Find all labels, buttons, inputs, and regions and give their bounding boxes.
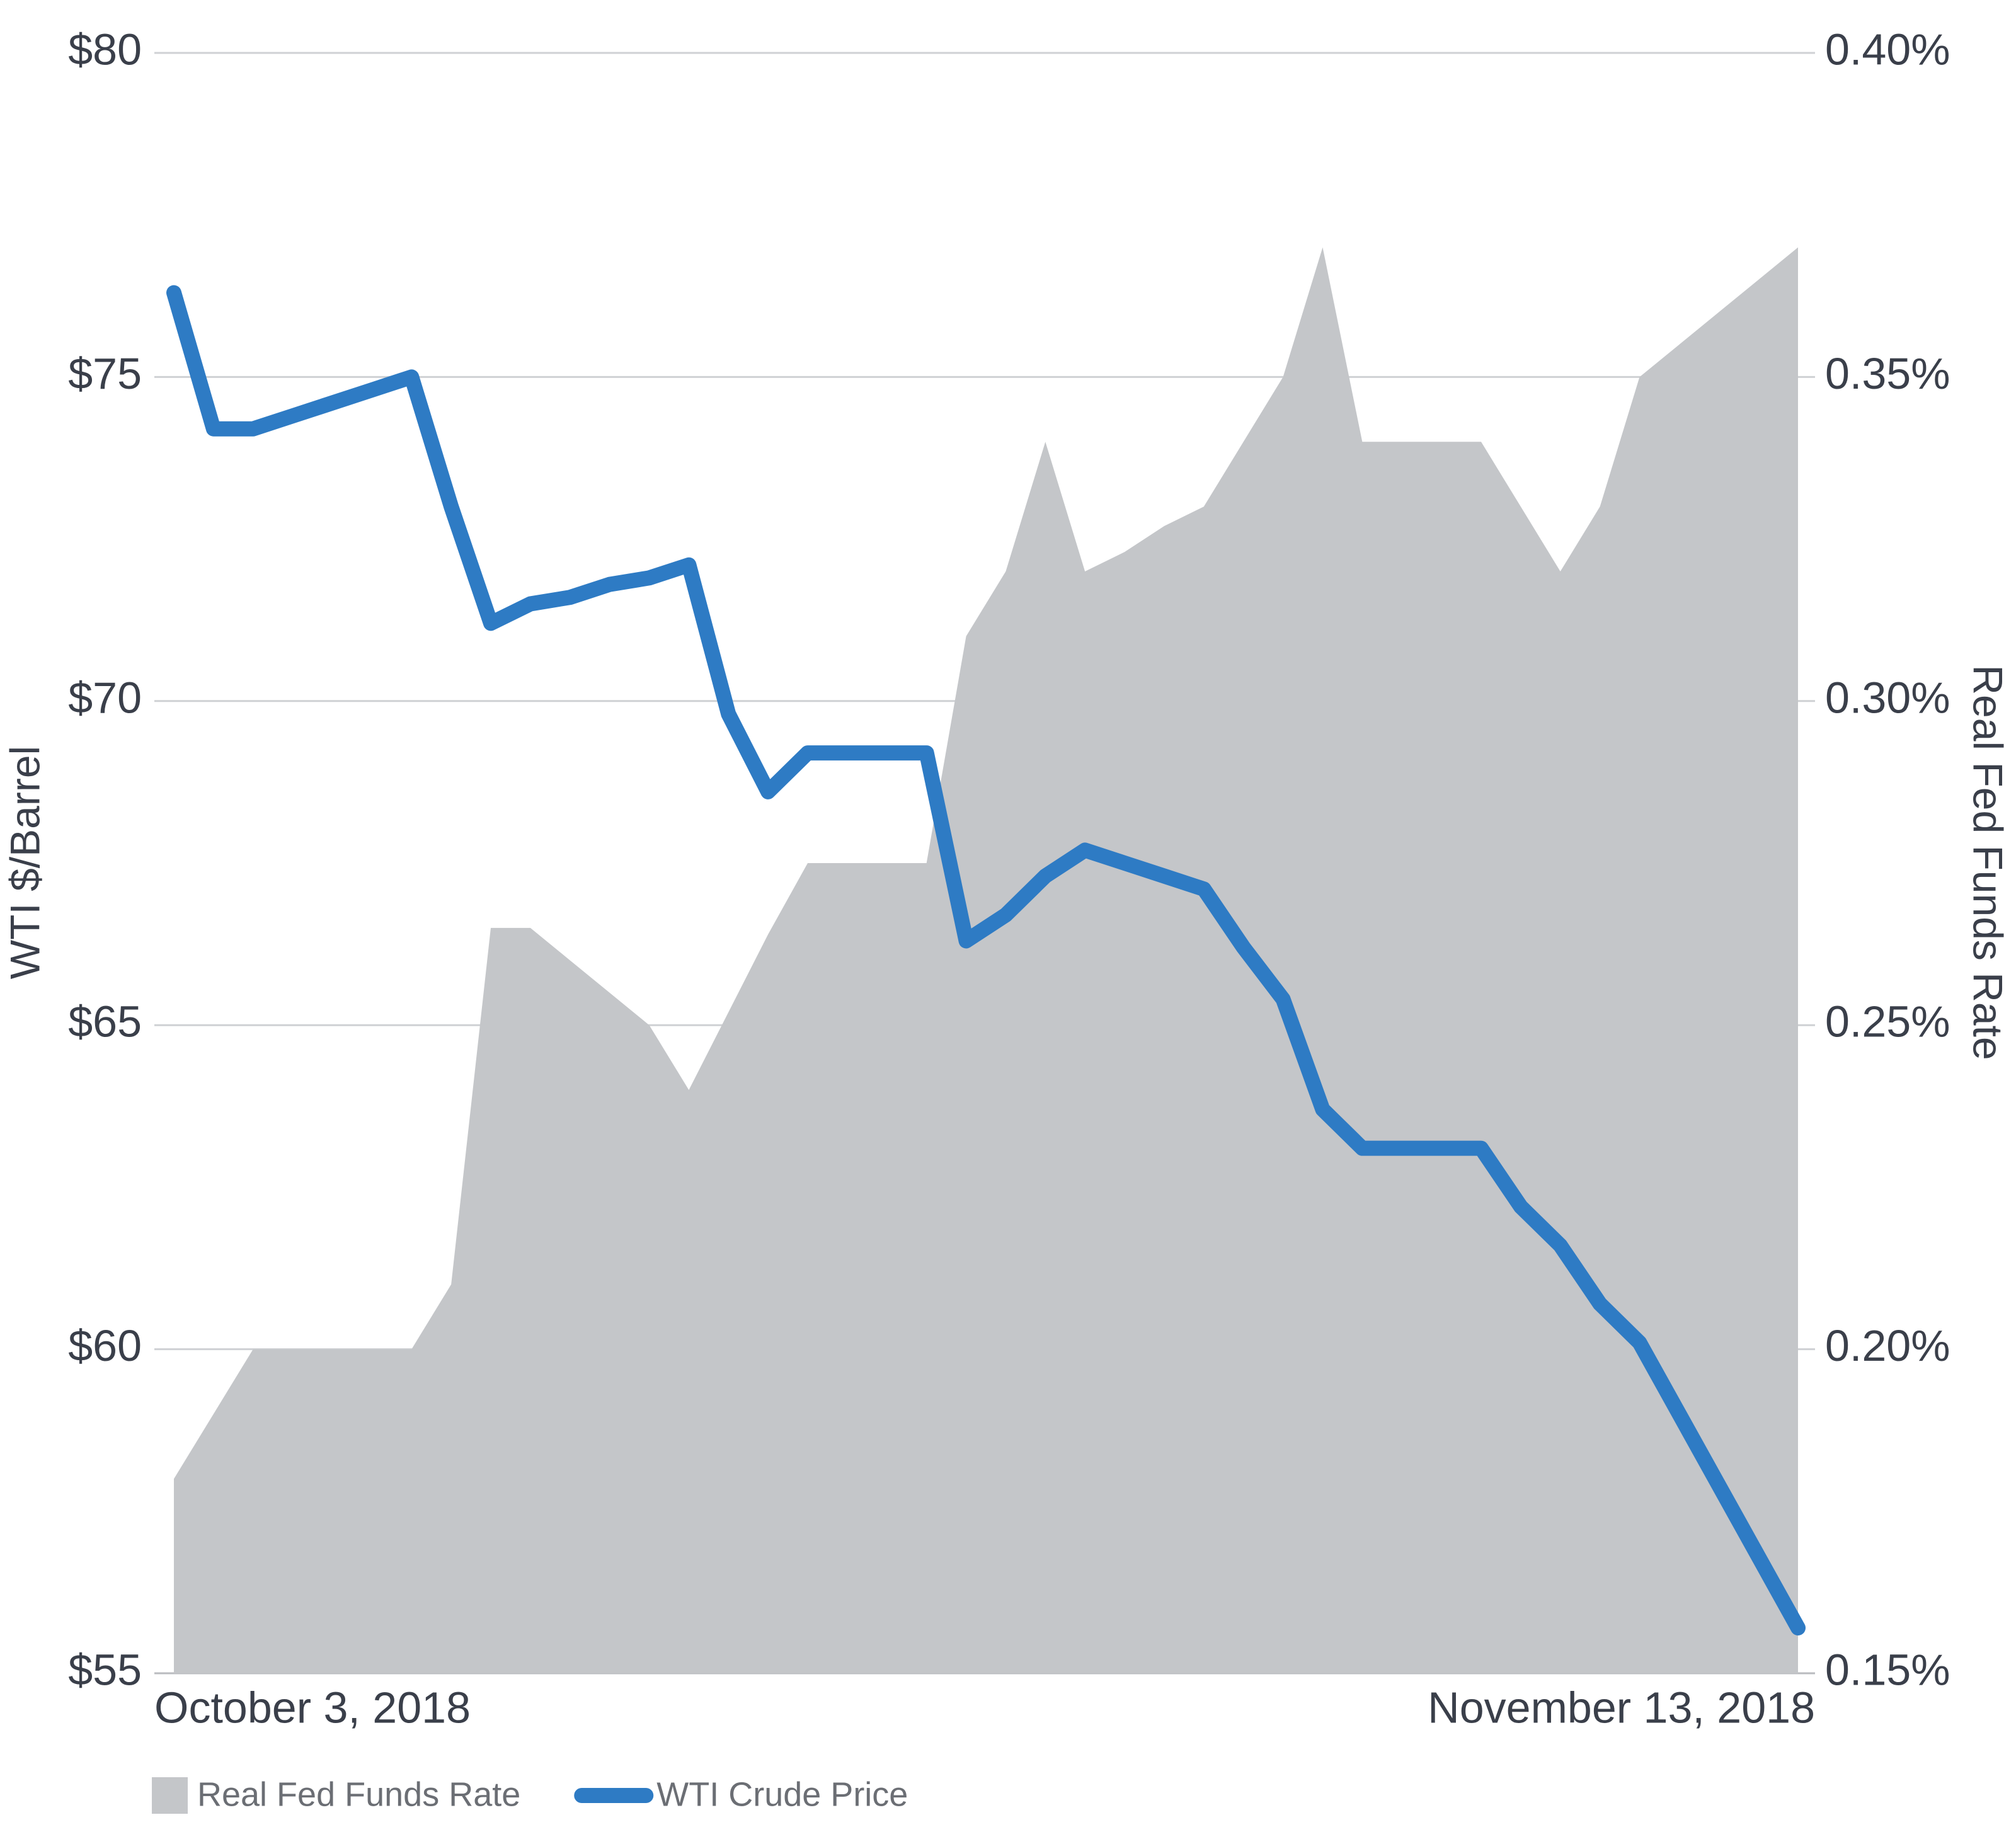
- y-tick-label: $75: [68, 349, 142, 398]
- y2-tick-label: 0.40%: [1825, 25, 1950, 74]
- y-tick-label: $60: [68, 1321, 142, 1370]
- x-tick-label: November 13, 2018: [1428, 1683, 1815, 1732]
- y2-axis-title: Real Fed Funds Rate: [1965, 665, 2012, 1060]
- y-tick-label: $65: [68, 997, 142, 1046]
- plot-area: [166, 247, 1806, 1673]
- y2-tick-label: 0.15%: [1825, 1645, 1950, 1694]
- y-tick-label: $80: [68, 25, 142, 74]
- y-axis-title: WTI $/Barrel: [1, 746, 48, 979]
- y-tick-label: $55: [68, 1645, 142, 1694]
- legend-label: Real Fed Funds Rate: [197, 1775, 520, 1813]
- y2-tick-label: 0.20%: [1825, 1321, 1950, 1370]
- legend-swatch: [152, 1777, 188, 1814]
- y2-tick-label: 0.25%: [1825, 997, 1950, 1046]
- area: [174, 247, 1798, 1673]
- y-tick-label: $70: [68, 673, 142, 722]
- legend-label: WTI Crude Price: [656, 1775, 908, 1813]
- x-tick-label: October 3, 2018: [154, 1683, 471, 1732]
- y2-tick-label: 0.30%: [1825, 673, 1950, 722]
- y2-tick-label: 0.35%: [1825, 349, 1950, 398]
- labels: $55 $60 $65 $70 $75 $80 0.15% 0.20% 0.25% 0.30% 0.…: [1, 25, 2012, 1814]
- line: [166, 285, 1806, 1635]
